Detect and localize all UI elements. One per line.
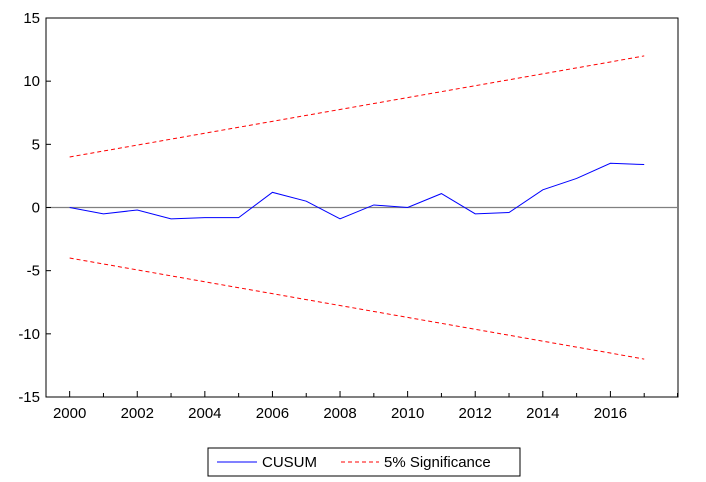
y-tick-label: 10 [23, 73, 40, 90]
series-layer [69, 55, 645, 360]
x-tick-label: 2016 [594, 405, 627, 422]
x-tick-label: 2008 [323, 405, 356, 422]
x-tick-label: 2014 [526, 405, 559, 422]
x-tick-label: 2000 [53, 405, 86, 422]
y-tick-label: -15 [18, 389, 40, 406]
x-tick-label: 2010 [391, 405, 424, 422]
series-cusum-line [69, 162, 645, 220]
y-axis-ticks: 15 10 5 0 -5 -10 -15 [18, 10, 51, 406]
x-tick-label: 2004 [188, 405, 221, 422]
x-tick-label: 2002 [121, 405, 154, 422]
y-tick-label: -5 [27, 263, 40, 280]
y-tick-label: 15 [23, 10, 40, 27]
legend: CUSUM 5% Significance [207, 447, 521, 477]
x-tick-label: 2012 [459, 405, 492, 422]
y-tick-label: 5 [32, 136, 40, 153]
legend-label-cusum: CUSUM [262, 454, 317, 471]
x-tick-label: 2006 [256, 405, 289, 422]
series-upper-significance-line [69, 55, 645, 158]
x-axis-ticks: 2000 2002 2004 2006 2008 2010 2012 2014 2016 [53, 391, 678, 422]
y-tick-label: -10 [18, 326, 40, 343]
y-tick-label: 0 [32, 200, 40, 217]
legend-label-significance: 5% Significance [384, 454, 491, 471]
series-lower-significance-line [69, 257, 645, 360]
